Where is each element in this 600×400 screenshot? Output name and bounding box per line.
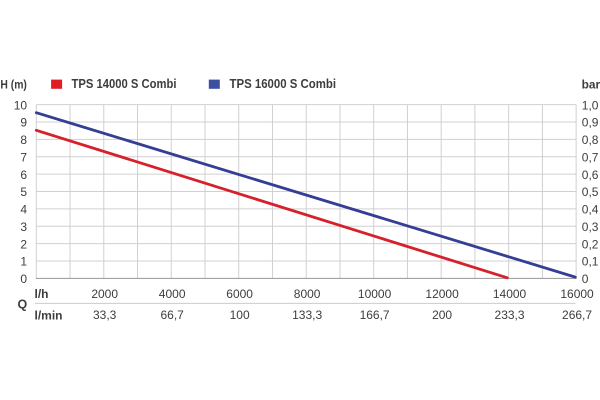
svg-text:100: 100 xyxy=(230,308,250,322)
svg-text:0: 0 xyxy=(20,272,27,286)
svg-text:2000: 2000 xyxy=(91,287,118,301)
svg-text:4: 4 xyxy=(20,203,27,217)
svg-text:166,7: 166,7 xyxy=(360,308,390,322)
svg-text:TPS 14000 S Combi: TPS 14000 S Combi xyxy=(72,76,177,91)
svg-text:133,3: 133,3 xyxy=(292,308,322,322)
svg-text:14000: 14000 xyxy=(493,287,527,301)
svg-text:200: 200 xyxy=(432,308,452,322)
svg-text:6000: 6000 xyxy=(226,287,253,301)
svg-text:bar: bar xyxy=(582,78,600,92)
svg-text:0,2: 0,2 xyxy=(582,237,599,251)
svg-text:6: 6 xyxy=(20,168,27,182)
svg-text:233,3: 233,3 xyxy=(495,308,525,322)
svg-text:16000: 16000 xyxy=(560,287,594,301)
svg-text:1: 1 xyxy=(20,255,27,269)
svg-text:0,7: 0,7 xyxy=(582,150,599,164)
svg-text:0,9: 0,9 xyxy=(582,116,599,130)
svg-text:2: 2 xyxy=(20,237,27,251)
svg-text:12000: 12000 xyxy=(425,287,459,301)
svg-text:0,4: 0,4 xyxy=(582,203,599,217)
svg-text:l/h: l/h xyxy=(35,287,49,301)
svg-text:7: 7 xyxy=(20,150,27,164)
svg-text:4000: 4000 xyxy=(159,287,186,301)
svg-text:TPS 16000 S Combi: TPS 16000 S Combi xyxy=(230,76,337,91)
svg-text:8: 8 xyxy=(20,133,27,147)
svg-text:5: 5 xyxy=(20,185,27,199)
svg-text:9: 9 xyxy=(20,116,27,130)
svg-text:Q: Q xyxy=(18,297,28,311)
svg-text:1,0: 1,0 xyxy=(582,98,599,112)
svg-text:0,6: 0,6 xyxy=(582,168,599,182)
svg-text:l/min: l/min xyxy=(35,308,63,322)
svg-text:0: 0 xyxy=(582,272,589,286)
svg-text:8000: 8000 xyxy=(294,287,321,301)
svg-text:0,1: 0,1 xyxy=(582,255,599,269)
svg-text:3: 3 xyxy=(20,220,27,234)
svg-text:66,7: 66,7 xyxy=(160,308,184,322)
svg-text:10000: 10000 xyxy=(358,287,392,301)
svg-text:0,3: 0,3 xyxy=(582,220,599,234)
svg-text:33,3: 33,3 xyxy=(93,308,117,322)
svg-text:0,8: 0,8 xyxy=(582,133,599,147)
svg-text:266,7: 266,7 xyxy=(562,308,592,322)
svg-text:H (m): H (m) xyxy=(0,78,27,92)
svg-text:0,5: 0,5 xyxy=(582,185,599,199)
svg-text:10: 10 xyxy=(14,98,28,112)
